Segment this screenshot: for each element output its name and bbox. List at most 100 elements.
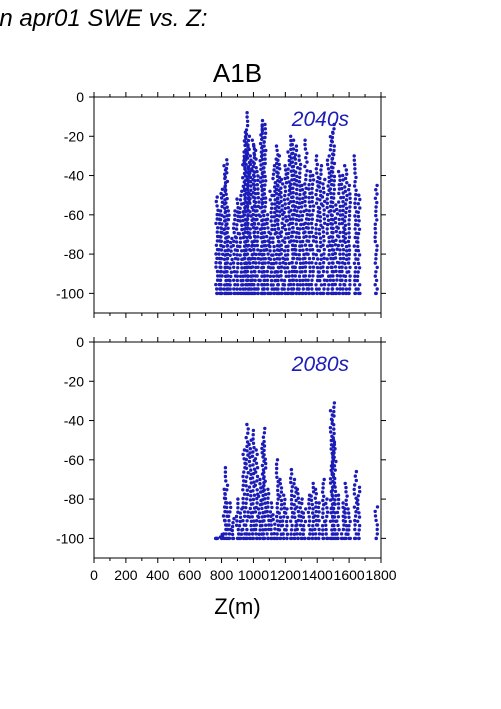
data-point xyxy=(255,496,259,501)
data-point xyxy=(249,494,253,498)
data-point xyxy=(319,223,323,227)
data-point xyxy=(235,197,239,201)
data-point xyxy=(258,278,262,283)
data-point xyxy=(314,235,318,240)
data-point xyxy=(287,227,291,231)
data-point xyxy=(282,536,286,541)
data-point xyxy=(265,274,270,278)
data-point xyxy=(305,169,309,173)
data-point xyxy=(268,198,272,202)
data-point xyxy=(214,243,219,247)
data-point xyxy=(307,523,311,528)
data-point xyxy=(266,226,270,230)
data-point xyxy=(317,510,321,514)
data-point xyxy=(298,175,302,180)
data-point xyxy=(251,536,256,541)
data-point xyxy=(254,470,258,474)
data-point xyxy=(244,136,248,141)
data-point xyxy=(251,164,256,169)
data-point xyxy=(344,206,349,210)
data-point xyxy=(353,205,357,210)
data-point xyxy=(252,493,257,497)
data-point xyxy=(347,257,351,261)
data-point xyxy=(321,507,325,511)
data-point xyxy=(347,252,351,257)
data-point xyxy=(252,144,256,148)
data-point xyxy=(344,168,348,172)
data-point xyxy=(334,229,338,234)
data-point xyxy=(358,206,362,210)
data-point xyxy=(233,209,237,213)
data-point xyxy=(228,279,232,283)
data-point xyxy=(321,186,326,190)
data-point xyxy=(309,494,313,498)
data-point xyxy=(315,291,319,296)
data-point xyxy=(339,182,344,186)
data-point xyxy=(301,248,305,252)
data-point xyxy=(229,262,233,266)
data-point xyxy=(251,433,255,437)
data-point xyxy=(318,210,322,215)
data-point xyxy=(299,205,304,209)
data-point xyxy=(337,191,341,196)
data-point xyxy=(319,172,323,176)
data-point xyxy=(274,261,278,265)
data-point xyxy=(290,274,294,278)
data-point xyxy=(317,519,321,523)
data-point xyxy=(374,213,378,218)
data-point xyxy=(299,519,304,523)
data-point xyxy=(290,485,294,489)
data-point xyxy=(344,490,348,494)
data-point xyxy=(305,160,309,164)
data-point xyxy=(358,197,362,202)
data-point xyxy=(228,501,232,505)
data-point xyxy=(322,282,327,287)
data-point xyxy=(224,532,228,536)
data-point xyxy=(261,532,266,536)
data-point xyxy=(309,498,314,502)
data-point xyxy=(262,448,266,453)
data-point xyxy=(340,221,344,226)
data-point xyxy=(262,231,267,235)
data-point xyxy=(269,291,273,296)
data-point xyxy=(267,523,271,527)
data-point xyxy=(318,240,323,244)
data-point xyxy=(314,287,319,291)
data-point xyxy=(236,506,240,510)
data-point xyxy=(291,291,295,296)
data-point xyxy=(303,221,308,225)
data-point xyxy=(243,287,248,291)
data-point xyxy=(310,261,314,265)
data-point xyxy=(258,519,262,524)
data-point xyxy=(292,477,297,482)
data-point xyxy=(255,217,259,222)
data-point xyxy=(298,192,302,197)
data-point xyxy=(244,506,248,510)
data-point xyxy=(249,519,254,523)
data-point xyxy=(295,270,299,274)
x-tick-label: 1000 xyxy=(238,567,269,583)
data-point xyxy=(357,485,362,489)
data-point xyxy=(353,235,357,240)
data-point xyxy=(344,524,349,528)
data-point xyxy=(281,182,285,186)
data-point xyxy=(347,209,352,213)
data-point xyxy=(220,231,224,235)
data-point xyxy=(343,507,347,511)
data-point xyxy=(333,498,337,502)
data-point xyxy=(330,418,334,423)
data-point xyxy=(219,283,223,287)
data-point xyxy=(341,256,346,261)
data-point xyxy=(239,532,244,536)
panel-2080s: 0-20-40-60-80-1000 200 400 600 800 1000 1200 14… xyxy=(56,334,397,583)
data-point xyxy=(225,501,229,505)
data-point xyxy=(344,536,348,541)
data-point xyxy=(356,240,360,244)
data-point xyxy=(262,144,266,148)
y-tick-label: -60 xyxy=(64,207,84,223)
data-point xyxy=(340,265,344,269)
data-point xyxy=(262,453,266,457)
data-point xyxy=(225,256,230,261)
data-point xyxy=(330,135,335,140)
data-point xyxy=(260,153,264,157)
